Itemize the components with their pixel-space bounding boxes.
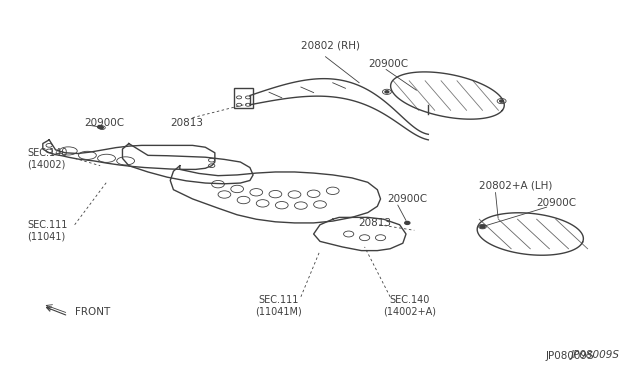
Text: 20900C: 20900C (537, 198, 577, 208)
Circle shape (385, 91, 389, 93)
Circle shape (481, 226, 484, 227)
Text: FRONT: FRONT (75, 307, 110, 317)
Text: 20802 (RH): 20802 (RH) (301, 41, 360, 51)
Text: 20802+A (LH): 20802+A (LH) (479, 181, 553, 191)
Text: 20813: 20813 (170, 118, 204, 128)
Circle shape (500, 100, 504, 102)
Text: 20900C: 20900C (387, 194, 427, 204)
Text: 20900C: 20900C (84, 118, 124, 128)
Text: JP08009S: JP08009S (570, 350, 620, 359)
Text: SEC.111
(11041M): SEC.111 (11041M) (255, 295, 302, 317)
Text: JP08009S: JP08009S (545, 351, 594, 361)
Text: 20813: 20813 (358, 218, 391, 228)
Circle shape (100, 127, 103, 128)
Text: SEC.111
(11041): SEC.111 (11041) (27, 219, 67, 241)
Text: SEC.140
(14002): SEC.140 (14002) (27, 148, 67, 169)
Text: 20900C: 20900C (368, 59, 408, 69)
Circle shape (404, 221, 410, 224)
Circle shape (480, 225, 485, 228)
Circle shape (98, 125, 102, 128)
Text: SEC.140
(14002+A): SEC.140 (14002+A) (383, 295, 436, 317)
